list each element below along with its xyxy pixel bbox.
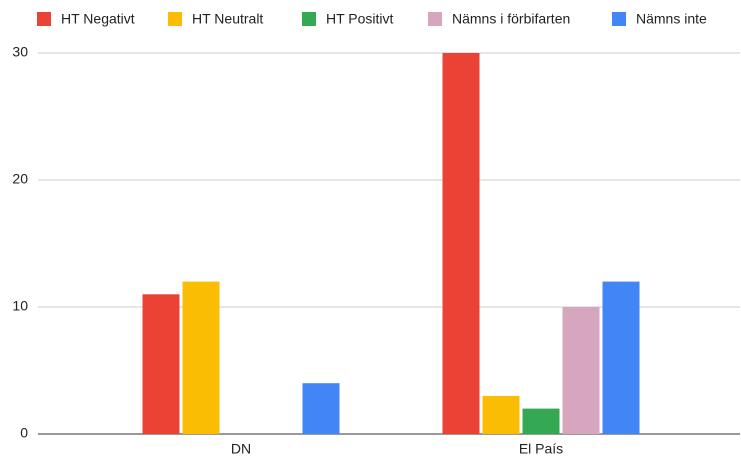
- legend-label: HT Negativt: [61, 11, 135, 27]
- legend-label: HT Positivt: [326, 11, 394, 27]
- legend-swatch: [37, 12, 51, 26]
- bar: [442, 53, 480, 434]
- bar: [602, 281, 640, 434]
- legend-swatch: [168, 12, 182, 26]
- y-tick-label: 20: [12, 171, 28, 187]
- legend-swatch: [612, 12, 626, 26]
- y-tick-label: 0: [20, 425, 28, 441]
- legend-label: HT Neutralt: [192, 11, 263, 27]
- bar: [302, 383, 340, 434]
- legend-label: Nämns i förbifarten: [452, 11, 570, 27]
- bar: [522, 408, 560, 434]
- legend-label: Nämns inte: [636, 11, 707, 27]
- bar: [182, 281, 220, 434]
- y-tick-label: 30: [12, 44, 28, 60]
- x-tick-label: DN: [231, 441, 251, 457]
- bar: [562, 307, 600, 434]
- y-tick-label: 10: [12, 298, 28, 314]
- bar: [142, 294, 180, 434]
- x-tick-label: El País: [519, 441, 563, 457]
- legend-swatch: [302, 12, 316, 26]
- bar: [482, 395, 520, 434]
- legend-swatch: [428, 12, 442, 26]
